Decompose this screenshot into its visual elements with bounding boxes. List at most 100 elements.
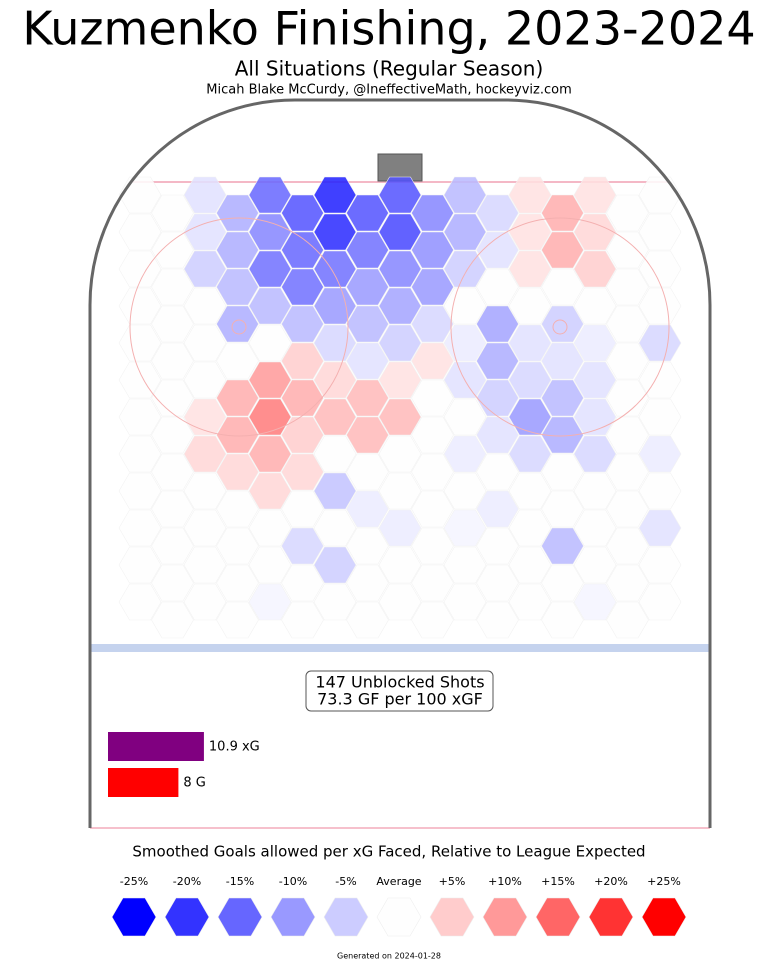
hex <box>118 287 162 325</box>
hex <box>638 213 682 251</box>
hex <box>476 305 519 343</box>
hex <box>508 583 552 621</box>
faceoff-dot <box>231 319 247 335</box>
hex <box>606 527 649 565</box>
legend-hex <box>588 897 634 937</box>
hex <box>313 583 357 621</box>
hex <box>183 546 227 584</box>
legend-label: +15% <box>541 875 575 888</box>
hex <box>541 527 584 565</box>
hex <box>346 305 389 343</box>
hex <box>216 342 259 380</box>
hex <box>183 583 227 621</box>
legend-hex <box>429 897 475 937</box>
hex <box>183 361 227 399</box>
hex <box>216 601 259 639</box>
hex <box>118 509 162 547</box>
hex <box>573 472 617 510</box>
hex <box>151 527 194 565</box>
footer: Generated on 2024-01-28 <box>337 952 441 961</box>
blue-line <box>90 644 710 652</box>
hex <box>151 601 194 639</box>
hex <box>541 342 584 380</box>
hex <box>378 213 422 251</box>
hex <box>378 583 422 621</box>
hex <box>541 490 584 528</box>
hex <box>508 509 552 547</box>
chart-title: Kuzmenko Finishing, 2023-2024 <box>22 2 755 56</box>
hex <box>216 194 259 232</box>
hex <box>378 509 422 547</box>
hex <box>411 342 454 380</box>
hex <box>313 398 357 436</box>
hex-map <box>118 176 682 639</box>
hex <box>573 250 617 288</box>
hex <box>248 435 292 473</box>
faceoff-circle <box>450 217 670 437</box>
hex <box>411 453 454 491</box>
hex <box>378 398 422 436</box>
hex <box>541 194 584 232</box>
hex <box>638 583 682 621</box>
hex <box>638 509 682 547</box>
hex <box>541 305 584 343</box>
hex <box>443 287 487 325</box>
hex <box>573 583 617 621</box>
hex <box>313 287 357 325</box>
hex <box>281 601 324 639</box>
hex <box>508 472 552 510</box>
hex <box>573 176 617 214</box>
hex <box>476 342 519 380</box>
hex <box>183 472 227 510</box>
hex <box>541 453 584 491</box>
hex <box>411 379 454 417</box>
hex <box>378 287 422 325</box>
hex <box>573 509 617 547</box>
legend-label: -25% <box>120 875 148 888</box>
hex <box>281 342 324 380</box>
hex <box>508 435 552 473</box>
hex <box>281 268 324 306</box>
hex <box>378 250 422 288</box>
hex <box>281 416 324 454</box>
hex <box>411 194 454 232</box>
hex <box>346 564 389 602</box>
hex <box>118 583 162 621</box>
hex <box>476 453 519 491</box>
legend-label: -20% <box>173 875 201 888</box>
hex <box>378 435 422 473</box>
hex <box>606 564 649 602</box>
hex <box>346 268 389 306</box>
hex <box>346 194 389 232</box>
hex <box>378 472 422 510</box>
hex <box>216 416 259 454</box>
hex <box>216 564 259 602</box>
hex <box>151 564 194 602</box>
hex <box>443 546 487 584</box>
bar-label: 10.9 xG <box>209 740 260 755</box>
legend-label: +20% <box>594 875 628 888</box>
hex <box>476 416 519 454</box>
legend-label: Average <box>376 875 421 888</box>
hex <box>248 287 292 325</box>
hex <box>606 601 649 639</box>
hex <box>346 342 389 380</box>
hex <box>346 527 389 565</box>
hex <box>541 231 584 269</box>
hex <box>443 213 487 251</box>
hex <box>573 435 617 473</box>
hex <box>281 305 324 343</box>
chart-subtitle: All Situations (Regular Season) <box>235 57 544 81</box>
net <box>377 153 423 182</box>
hex <box>443 583 487 621</box>
hex <box>118 546 162 584</box>
hex <box>606 342 649 380</box>
legend-hex <box>323 897 369 937</box>
bar-label: 8 G <box>183 776 205 791</box>
hex <box>508 398 552 436</box>
hex <box>118 250 162 288</box>
hex <box>476 601 519 639</box>
hex <box>183 176 227 214</box>
hex <box>216 453 259 491</box>
hex <box>248 546 292 584</box>
